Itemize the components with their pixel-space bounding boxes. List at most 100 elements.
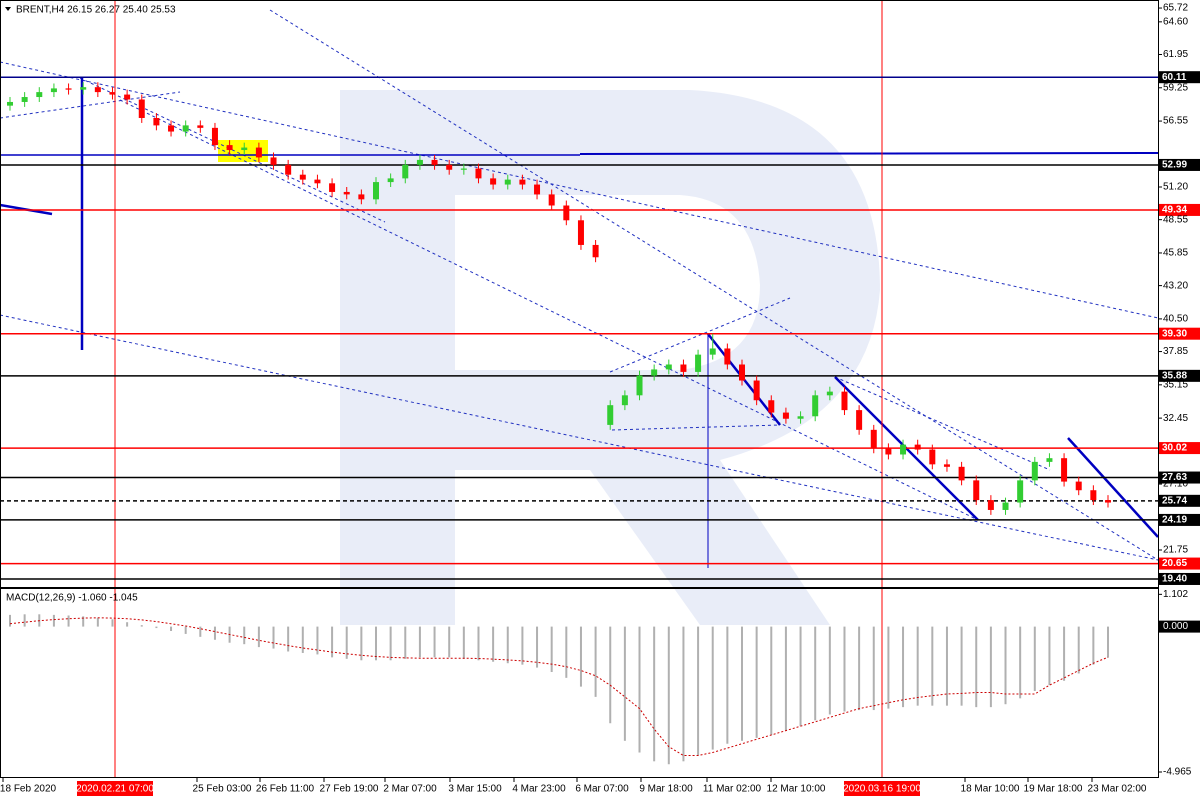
- candle-body: [680, 364, 687, 372]
- candle-body: [1031, 461, 1038, 481]
- macd-bar: [916, 626, 919, 706]
- candle-body: [343, 191, 350, 195]
- macd-bar: [184, 626, 187, 634]
- candle-body: [7, 101, 13, 106]
- x-tick-label: 18 Mar 10:00: [961, 784, 1020, 795]
- candle-body: [973, 480, 980, 501]
- candle-body: [943, 464, 950, 467]
- macd-bar: [1063, 626, 1066, 681]
- candle-body: [621, 395, 628, 406]
- candle-body: [1046, 458, 1053, 462]
- candle-body: [1105, 500, 1111, 503]
- candle-body: [329, 183, 336, 192]
- y-tick-label: 64.60: [1163, 16, 1188, 27]
- candle-body: [900, 444, 907, 455]
- macd-bar: [23, 614, 26, 627]
- macd-bar: [82, 616, 85, 627]
- candle-body: [739, 364, 745, 381]
- x-tick-label: 11 Mar 02:00: [703, 784, 762, 795]
- candle-body: [255, 147, 262, 158]
- candle-body: [724, 348, 731, 365]
- macd-bar: [331, 626, 334, 658]
- candle-body: [504, 179, 511, 185]
- macd-bar: [872, 626, 875, 711]
- macd-bar: [887, 626, 890, 709]
- candle-body: [958, 466, 965, 481]
- candle-body: [1075, 481, 1082, 491]
- candle-body: [153, 117, 160, 126]
- macd-bar: [199, 626, 202, 637]
- macd-bar: [653, 626, 656, 762]
- macd-bar: [272, 626, 275, 649]
- candle-body: [592, 244, 599, 258]
- x-tick-label: 12 Mar 10:00: [767, 784, 826, 795]
- candle-body: [519, 179, 526, 185]
- macd-bar: [989, 626, 992, 708]
- macd-bar: [111, 619, 114, 627]
- candle-body: [80, 87, 87, 90]
- y-tick-label: 27.10: [1163, 479, 1188, 490]
- candle-body: [797, 416, 804, 419]
- macd-bar: [609, 626, 612, 724]
- macd-bar: [462, 626, 465, 659]
- x-tick-label: 9 Mar 18:00: [639, 784, 693, 795]
- x-tick-label: 23 Mar 02:00: [1088, 784, 1147, 795]
- level-label: 35.88: [1162, 370, 1187, 381]
- candle-body: [168, 125, 175, 132]
- y-tick-label: -4.965: [1163, 767, 1192, 778]
- macd-bar: [257, 626, 260, 648]
- candle-body: [885, 448, 892, 455]
- cursor-label-box: [77, 781, 153, 796]
- macd-bar: [638, 626, 641, 753]
- macd-bar: [814, 626, 817, 721]
- macd-bar: [697, 626, 700, 756]
- macd-bar: [799, 626, 802, 727]
- macd-bar: [741, 626, 743, 741]
- level-label: 60.11: [1162, 72, 1187, 83]
- candle-body: [607, 405, 614, 425]
- candle-body: [416, 159, 423, 165]
- candle-body: [870, 429, 877, 449]
- candle-body: [782, 412, 789, 419]
- y-tick-label: 21.75: [1163, 545, 1188, 556]
- macd-bar: [155, 626, 158, 629]
- candle-body: [753, 380, 760, 401]
- candle-body: [65, 88, 72, 90]
- candle-body: [1061, 458, 1068, 482]
- candle-body: [826, 391, 833, 396]
- level-label-box: [1159, 369, 1200, 382]
- candle-body: [841, 391, 848, 411]
- cursor-label-box: [844, 781, 920, 796]
- candle-body: [929, 449, 936, 465]
- macd-bar: [375, 626, 377, 661]
- macd-bar: [755, 626, 758, 738]
- macd-bar: [1107, 626, 1109, 658]
- candle-body: [431, 159, 438, 165]
- signal-line: [9, 617, 1109, 756]
- macd-bar: [1033, 626, 1036, 692]
- candle-body: [109, 92, 116, 95]
- macd-bar: [1004, 626, 1007, 705]
- candle-body: [226, 145, 233, 151]
- candle-body: [299, 174, 306, 180]
- macd-bar: [1019, 626, 1022, 699]
- macd-bar: [711, 626, 714, 750]
- level-label: 52.99: [1162, 160, 1187, 171]
- macd-bar: [96, 617, 99, 627]
- candle-body: [563, 205, 570, 221]
- macd-bar: [784, 626, 787, 731]
- candle-body: [636, 375, 643, 396]
- candle-body: [768, 400, 775, 413]
- macd-bar: [902, 626, 905, 708]
- candle-body: [285, 164, 292, 175]
- macd-bar: [287, 626, 290, 652]
- macd-bar: [667, 626, 670, 765]
- candle-body: [270, 157, 277, 165]
- x-tick-label: 6 Mar 07:00: [575, 784, 629, 795]
- candle-body: [475, 168, 482, 179]
- macd-bar: [67, 615, 70, 627]
- macd-bar: [404, 626, 407, 659]
- candle-body: [138, 99, 145, 118]
- candle-body: [1090, 490, 1097, 501]
